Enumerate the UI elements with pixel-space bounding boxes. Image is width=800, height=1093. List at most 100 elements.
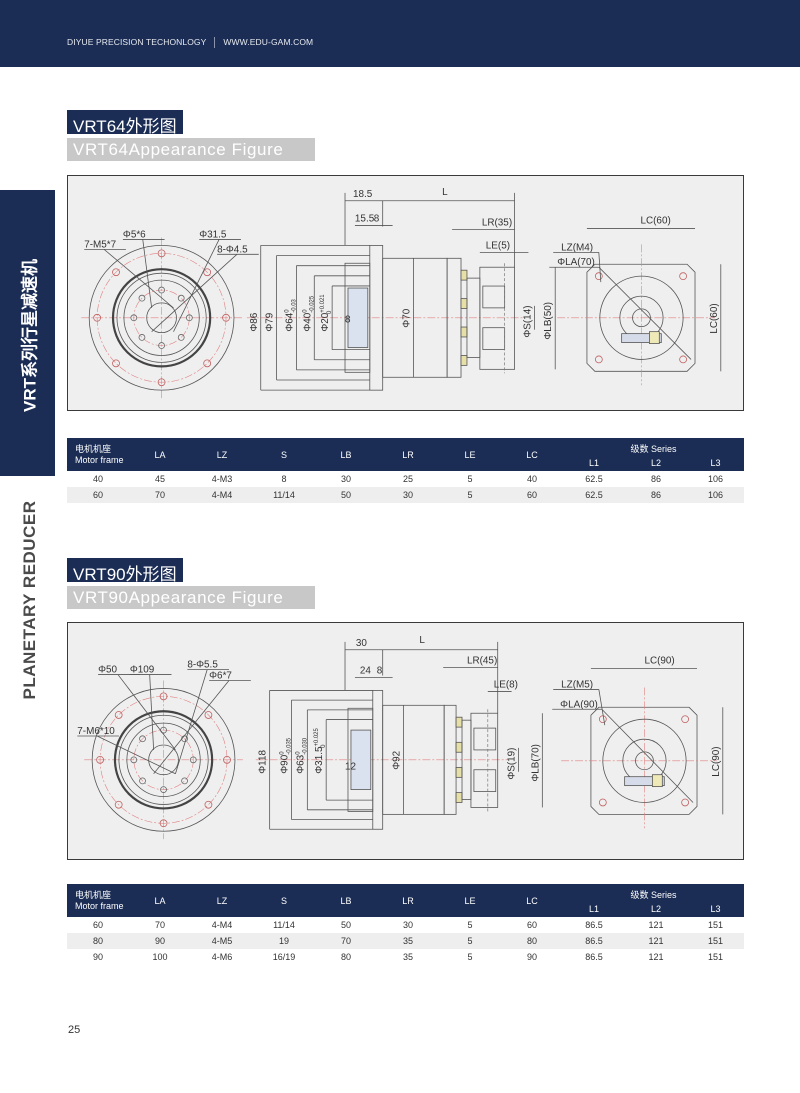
column-header: LZ	[191, 438, 253, 471]
header-divider	[214, 37, 216, 49]
front-ring	[126, 722, 201, 797]
tapped-hole	[181, 777, 188, 785]
bearing-detail	[482, 327, 506, 350]
key	[651, 774, 663, 788]
mounting-hole	[114, 800, 123, 809]
bolt-head	[455, 716, 463, 728]
front-callout: 8-Φ4.5	[217, 244, 248, 255]
dimension-label: 30	[356, 638, 368, 649]
table-cell: 151	[687, 933, 744, 949]
table-cell: 106	[687, 487, 744, 503]
table-cell: 30	[402, 920, 413, 930]
tapped-hole	[130, 756, 138, 764]
sidebar-band	[0, 190, 55, 476]
leader-line	[103, 249, 174, 309]
mounting-hole	[159, 819, 168, 828]
front-callout: 8-Φ5.5	[187, 660, 218, 671]
diameter-value: Φ40	[302, 312, 313, 331]
section-title-en: VRT64Appearance Figure	[67, 138, 315, 161]
table-cell: 60	[92, 920, 103, 930]
table-cell: 8	[281, 474, 287, 484]
table-cell: 70	[129, 487, 191, 503]
table-cell: 100	[152, 952, 168, 962]
shaft-diameter-label: ΦS(14)	[522, 305, 533, 337]
diameter-label: Φ630-0.030	[295, 737, 308, 774]
keyway-label: 12	[345, 762, 357, 773]
dimension-label: ΦLA(70)	[557, 257, 595, 268]
diameter-label: Φ86	[249, 312, 260, 331]
bolt-head	[455, 792, 463, 803]
dimension-label: LE(8)	[494, 679, 518, 690]
center-bore	[146, 302, 177, 334]
bolt-circle	[133, 729, 194, 790]
mounting-hole	[203, 359, 212, 368]
mounting-hole	[204, 800, 213, 809]
leader-line	[173, 239, 220, 332]
square-flange	[586, 263, 696, 372]
dimension-label: 18.5	[353, 189, 373, 200]
header-motor-cn: 电机机座	[75, 889, 112, 900]
key	[649, 331, 660, 344]
dimension-label: 24	[360, 666, 372, 677]
header-motor-frame: 电机机座 Motor frame	[67, 438, 129, 471]
column-header: LB	[315, 884, 377, 917]
dimension-label: 8	[377, 666, 383, 677]
pilot-diameter-label: ΦLB(50)	[543, 302, 554, 340]
table-cell: 50	[315, 487, 377, 503]
column-header: LZ	[191, 884, 253, 917]
series-column-header: L3	[687, 455, 744, 471]
dimension-label: LR(35)	[482, 218, 512, 229]
table-cell: 4-M6	[211, 952, 233, 962]
header-motor-cn: 电机机座	[75, 443, 112, 454]
leader-line	[117, 674, 176, 751]
table-row: 40 45 4-M3 8 30 25 5 40 62.5 86 106	[67, 471, 744, 487]
leader-line	[598, 266, 692, 360]
bearing-detail	[473, 727, 497, 751]
table-cell: 40	[92, 474, 103, 484]
dimension-label: L	[442, 187, 448, 198]
column-header: S	[253, 438, 315, 471]
header-motor-en: Motor frame	[75, 900, 124, 911]
website-link[interactable]: WWW.EDU-GAM.COM	[223, 37, 314, 47]
mounting-hole	[222, 313, 230, 322]
table-cell: 90	[526, 952, 537, 962]
bolt-circle	[133, 289, 190, 346]
section-title-en: VRT90Appearance Figure	[67, 586, 315, 609]
mounting-hole	[598, 715, 607, 724]
drawing-frame: Φ50 Φ109 8-Φ5.5 Φ6*7 7-M6*10 30 24 8 L LR(45) LE(8…	[67, 622, 744, 860]
mounting-hole	[203, 268, 212, 277]
header-motor-frame: 电机机座 Motor frame	[67, 884, 129, 917]
leader-line	[598, 689, 606, 726]
bolt-circle	[96, 253, 227, 383]
section-title-cn: VRT64外形图	[67, 110, 183, 136]
center-bore	[148, 744, 179, 776]
series-column-header: L1	[563, 901, 625, 917]
front-callout: Φ5*6	[123, 229, 146, 240]
table-cell: 151	[707, 952, 724, 962]
mounting-hole	[93, 313, 102, 322]
tapped-hole	[158, 342, 165, 349]
bolt-head	[460, 269, 468, 281]
series-column-header: L2	[625, 901, 687, 917]
table-cell: 86	[650, 474, 661, 484]
table-header-row: 电机机座 Motor frame LA LZ S LB LR LE LC 级数 Series	[67, 884, 744, 917]
output-bore	[632, 308, 651, 328]
dimension-label: LR(45)	[467, 656, 497, 667]
column-header: LE	[439, 884, 501, 917]
table-cell: 80	[501, 933, 563, 949]
header-series: 级数 Series	[563, 438, 744, 455]
tolerance-upper: +0.021	[320, 294, 326, 313]
company-name: DIYUE PRECISION TECHONLOGY	[67, 37, 207, 47]
table-row: 60 70 4-M4 11/14 50 30 5 60 86.5 121 151	[67, 917, 744, 933]
bolt-head	[460, 355, 468, 366]
column-header: LA	[129, 438, 191, 471]
front-callout: Φ6*7	[209, 671, 232, 682]
diameter-value: Φ20	[320, 312, 331, 331]
mounting-hole	[157, 378, 166, 387]
diameter-label: Φ400-0.025	[302, 295, 315, 332]
leader-line	[598, 252, 602, 283]
tapped-hole	[139, 735, 146, 743]
tolerance-upper: +0.025	[314, 728, 320, 747]
diameter-label: Φ900-0.035	[280, 737, 293, 774]
bolt-head	[460, 298, 468, 309]
